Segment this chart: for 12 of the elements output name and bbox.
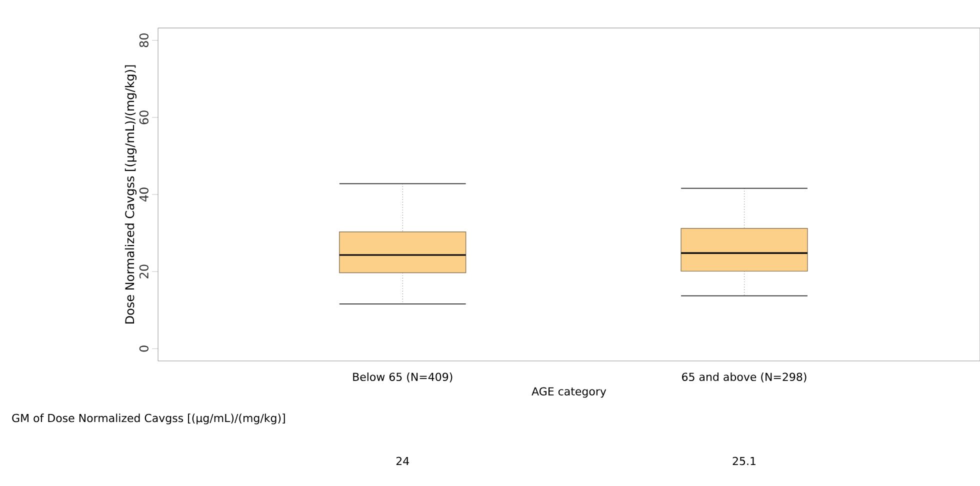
y-tick-label: 0 — [139, 346, 148, 352]
x-tick-label: Below 65 (N=409) — [353, 372, 452, 382]
x-tick-label: 65 and above (N=298) — [682, 372, 806, 382]
y-tick-label: 80 — [139, 33, 148, 48]
text: GM of Dose Normalized Cavgss [(µg/mL)/(mg/kg)] — [12, 414, 285, 424]
y-tick-label: 60 — [139, 110, 148, 124]
y-axis-title: Dose Normalized Cavgss [(µg/mL)/(mg/kg)] — [124, 65, 137, 324]
text: 24 — [396, 456, 410, 465]
text: 25.1 — [732, 456, 756, 466]
x-axis-title: AGE category — [532, 387, 606, 398]
y-tick-label: 20 — [139, 264, 148, 278]
y-tick-label: 40 — [139, 188, 148, 202]
